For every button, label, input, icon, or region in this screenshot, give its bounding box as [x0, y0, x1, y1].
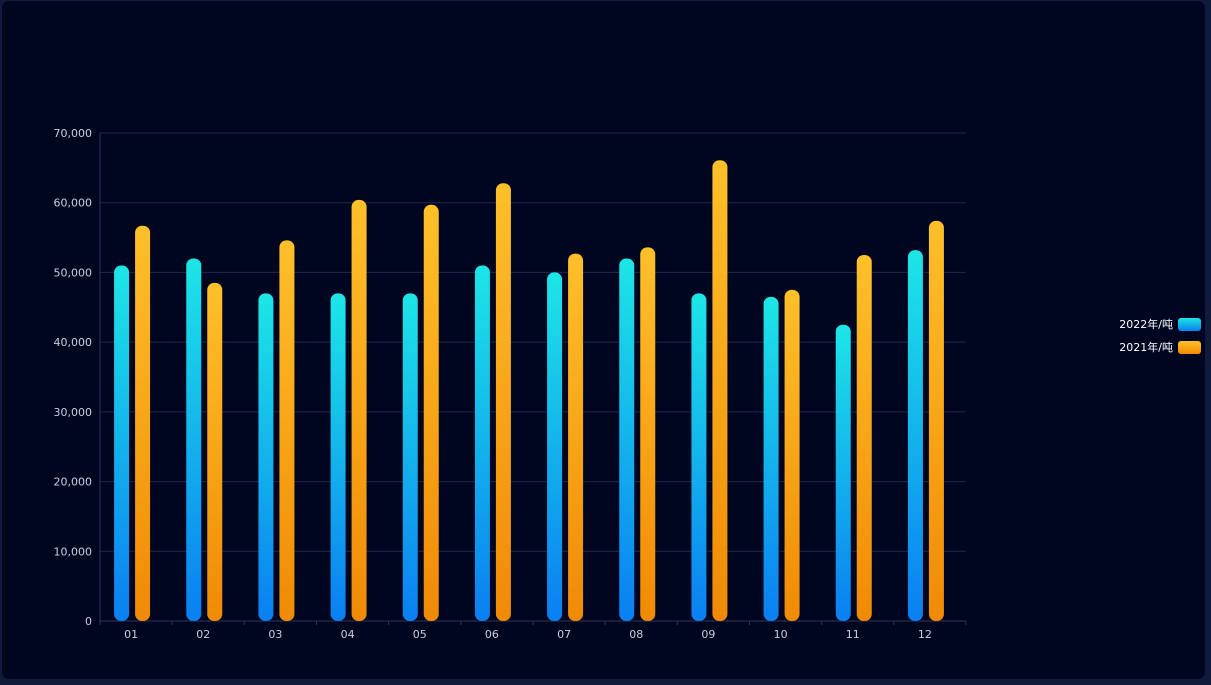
x-tick-label: 01 [124, 628, 138, 641]
bar-series-2-11[interactable] [856, 255, 872, 621]
bar-series-1-02[interactable] [186, 258, 202, 621]
bar-series-2-04[interactable] [351, 199, 367, 621]
bar-series-2-05[interactable] [423, 204, 439, 621]
bar-series-1-11[interactable] [835, 324, 851, 621]
bar-series-1-03[interactable] [258, 293, 274, 621]
x-tick-label: 09 [701, 628, 715, 641]
legend-label: 2021年/吨 [1119, 340, 1173, 354]
x-tick-label: 04 [341, 628, 355, 641]
legend-item[interactable]: 2022年/吨 [1119, 317, 1201, 331]
bar-series-2-03[interactable] [279, 240, 295, 622]
axes: 0 10,000 20,000 30,000 40,000 50,000 60,000 70,… [54, 127, 967, 641]
bar-series-2-10[interactable] [784, 289, 800, 621]
bar-series-1-07[interactable] [547, 272, 563, 621]
bar-series-1-01[interactable] [114, 265, 130, 621]
bar-series-2-06[interactable] [495, 183, 511, 622]
y-tick-label: 70,000 [54, 127, 93, 140]
bar-series-2-07[interactable] [568, 253, 584, 621]
x-tick-label: 10 [774, 628, 788, 641]
bar-series-2-09[interactable] [712, 160, 728, 621]
x-tick-label: 12 [918, 628, 932, 641]
y-tick-label: 0 [85, 615, 92, 628]
bar-series-1-12[interactable] [907, 250, 923, 621]
legend-label: 2022年/吨 [1119, 317, 1173, 331]
x-tick-label: 02 [196, 628, 210, 641]
bar-series-2-02[interactable] [207, 282, 223, 621]
y-tick-label: 50,000 [54, 266, 93, 279]
x-tick-label: 03 [268, 628, 282, 641]
x-tick-label: 11 [846, 628, 860, 641]
x-tick-label: 08 [629, 628, 643, 641]
x-tick-label: 06 [485, 628, 499, 641]
legend-swatch [1178, 318, 1201, 331]
bar-series-1-09[interactable] [691, 293, 707, 621]
y-tick-label: 60,000 [54, 197, 93, 210]
legend-swatch [1178, 341, 1201, 354]
legend: 2022年/吨 2021年/吨 [1119, 317, 1201, 354]
x-tick-label: 05 [413, 628, 427, 641]
y-tick-label: 30,000 [54, 406, 93, 419]
bars [114, 160, 944, 622]
bar-series-1-06[interactable] [474, 265, 490, 621]
y-tick-label: 10,000 [54, 545, 93, 558]
bar-series-2-12[interactable] [928, 220, 944, 621]
bar-series-2-01[interactable] [135, 225, 151, 621]
bar-series-1-10[interactable] [763, 296, 779, 621]
bar-series-1-04[interactable] [330, 293, 346, 621]
legend-item[interactable]: 2021年/吨 [1119, 340, 1201, 354]
bar-series-1-05[interactable] [402, 293, 418, 621]
bar-series-2-08[interactable] [640, 247, 656, 621]
y-tick-label: 40,000 [54, 336, 93, 349]
x-tick-label: 07 [557, 628, 571, 641]
y-tick-label: 20,000 [54, 476, 93, 489]
grid-lines [100, 132, 966, 552]
bar-series-1-08[interactable] [619, 258, 635, 621]
